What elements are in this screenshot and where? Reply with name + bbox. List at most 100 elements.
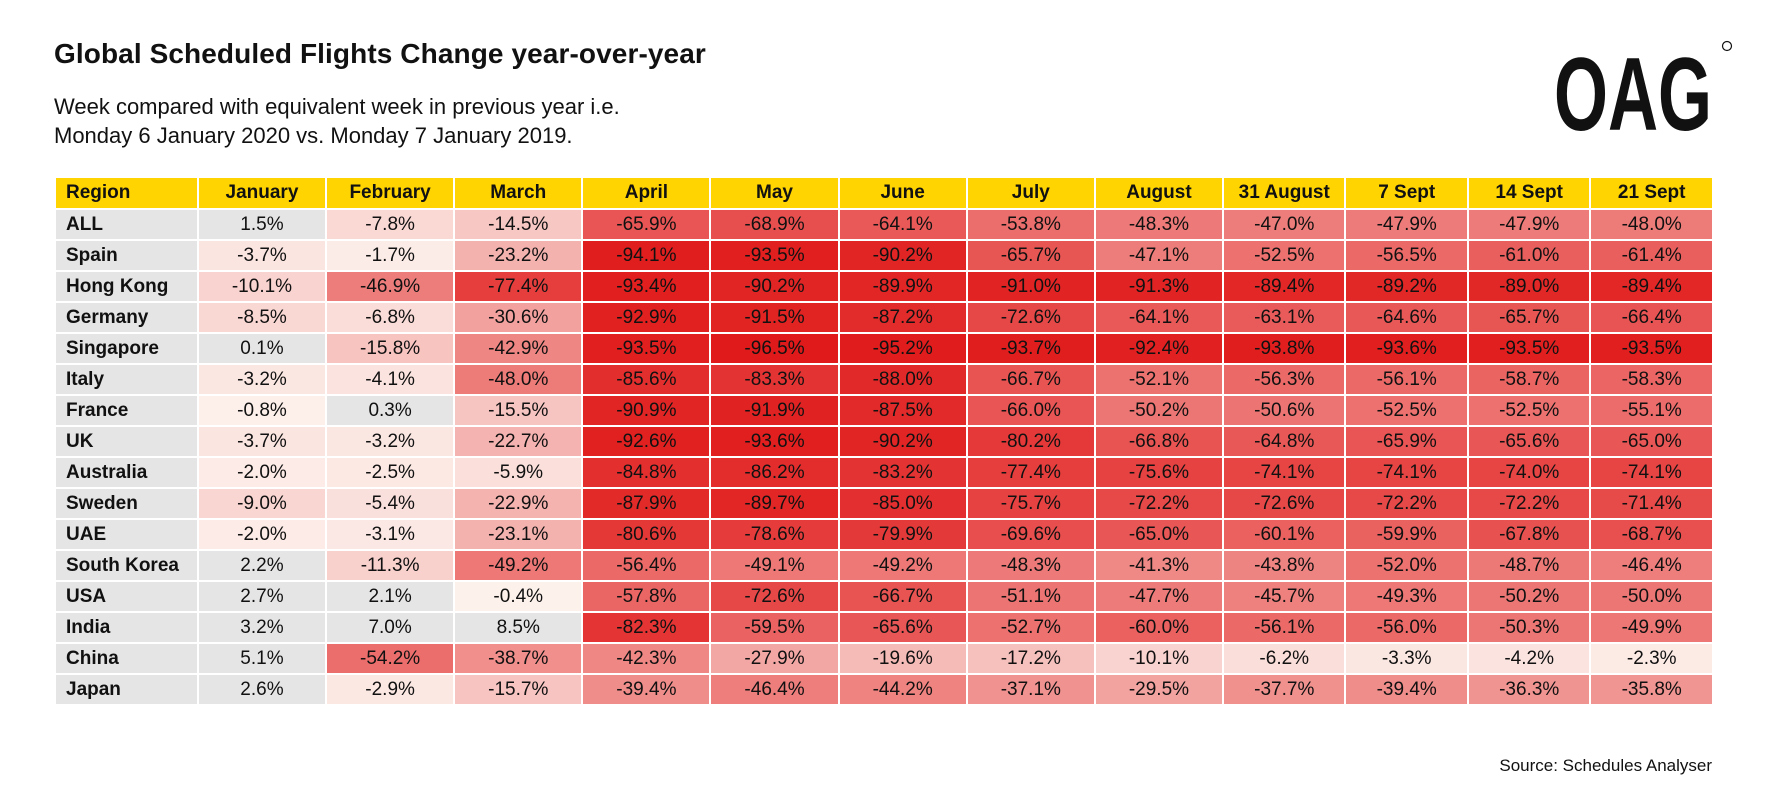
heatmap-cell: -82.3% <box>581 611 712 644</box>
heatmap-cell: 2.2% <box>196 549 328 582</box>
heatmap-cell: -10.1% <box>196 270 328 303</box>
heatmap-cell: -95.2% <box>837 332 968 365</box>
heatmap-cell: -47.7% <box>1093 580 1225 613</box>
heatmap-cell: 0.3% <box>325 394 456 427</box>
heatmap-cell: 0.1% <box>196 332 328 365</box>
header-month: June <box>837 176 968 210</box>
heatmap-cell: -64.1% <box>837 208 968 241</box>
heatmap-cell: -59.5% <box>709 611 840 644</box>
row-region-label: South Korea <box>54 549 199 582</box>
heatmap-cell: -0.8% <box>196 394 328 427</box>
heatmap-cell: -8.5% <box>196 301 328 334</box>
heatmap-cell: -43.8% <box>1222 549 1347 582</box>
row-region-label: UK <box>54 425 199 458</box>
row-region-label: Sweden <box>54 487 199 520</box>
heatmap-cell: -83.2% <box>837 456 968 489</box>
header-month: May <box>709 176 840 210</box>
heatmap-cell: -85.6% <box>581 363 712 396</box>
heatmap-cell: -48.7% <box>1466 549 1592 582</box>
heatmap-cell: -93.5% <box>1589 332 1714 365</box>
heatmap-cell: -5.9% <box>453 456 584 489</box>
heatmap-cell: -58.3% <box>1589 363 1714 396</box>
heatmap-cell: -86.2% <box>709 456 840 489</box>
header-week: 7 Sept <box>1344 176 1469 210</box>
header-month: April <box>581 176 712 210</box>
table-row: France -0.8% 0.3% -15.5% -90.9% -91.9% -87.5% -… <box>54 394 1714 427</box>
heatmap-cell: -64.6% <box>1344 301 1469 334</box>
table-row: Japan 2.6% -2.9% -15.7% -39.4% -46.4% -44.2% -3… <box>54 673 1714 706</box>
header-month: February <box>325 176 456 210</box>
heatmap-cell: -38.7% <box>453 642 584 675</box>
heatmap-cell: -60.1% <box>1222 518 1347 551</box>
header-month: March <box>453 176 584 210</box>
heatmap-cell: -4.1% <box>325 363 456 396</box>
heatmap-cell: -45.7% <box>1222 580 1347 613</box>
heatmap-cell: 5.1% <box>196 642 328 675</box>
heatmap-cell: -9.0% <box>196 487 328 520</box>
heatmap-cell: -67.8% <box>1466 518 1592 551</box>
heatmap-cell: -89.4% <box>1589 270 1714 303</box>
heatmap-cell: -48.3% <box>965 549 1096 582</box>
heatmap-cell: -52.5% <box>1344 394 1469 427</box>
heatmap-cell: -3.7% <box>196 239 328 272</box>
heatmap-cell: -5.4% <box>325 487 456 520</box>
heatmap-cell: -89.9% <box>837 270 968 303</box>
heatmap-cell: -69.6% <box>965 518 1096 551</box>
heatmap-cell: -2.0% <box>196 456 328 489</box>
heatmap-cell: -90.2% <box>837 239 968 272</box>
heatmap-cell: -3.3% <box>1344 642 1469 675</box>
heatmap-cell: -6.2% <box>1222 642 1347 675</box>
heatmap-cell: -87.5% <box>837 394 968 427</box>
heatmap-cell: -36.3% <box>1466 673 1592 706</box>
row-region-label: Germany <box>54 301 199 334</box>
heatmap-cell: -90.2% <box>837 425 968 458</box>
heatmap-cell: -84.8% <box>581 456 712 489</box>
table-row: India 3.2% 7.0% 8.5% -82.3% -59.5% -65.6% -52.7… <box>54 611 1714 644</box>
heatmap-cell: -85.0% <box>837 487 968 520</box>
heatmap-cell: -49.2% <box>837 549 968 582</box>
table-row: Germany -8.5% -6.8% -30.6% -92.9% -91.5% -87.2… <box>54 301 1714 334</box>
table-row: UK -3.7% -3.2% -22.7% -92.6% -93.6% -90.2% -80.… <box>54 425 1714 458</box>
table-row: ALL 1.5% -7.8% -14.5% -65.9% -68.9% -64.1% -53.… <box>54 208 1714 241</box>
heatmap-cell: -47.0% <box>1222 208 1347 241</box>
row-region-label: Spain <box>54 239 199 272</box>
heatmap-cell: -52.7% <box>965 611 1096 644</box>
heatmap-cell: -41.3% <box>1093 549 1225 582</box>
header-row: Region January February March April May … <box>54 176 1714 210</box>
heatmap-cell: -30.6% <box>453 301 584 334</box>
heatmap-cell: -89.0% <box>1466 270 1592 303</box>
heatmap-cell: -60.0% <box>1093 611 1225 644</box>
heatmap-cell: -66.0% <box>965 394 1096 427</box>
heatmap-cell: -93.5% <box>1466 332 1592 365</box>
heatmap-cell: -77.4% <box>965 456 1096 489</box>
heatmap-cell: -37.1% <box>965 673 1096 706</box>
table-row: Italy -3.2% -4.1% -48.0% -85.6% -83.3% -88.0% -… <box>54 363 1714 396</box>
heatmap-cell: -7.8% <box>325 208 456 241</box>
heatmap-cell: -56.1% <box>1222 611 1347 644</box>
heatmap-cell: -6.8% <box>325 301 456 334</box>
heatmap-cell: -75.7% <box>965 487 1096 520</box>
heatmap-cell: -50.2% <box>1093 394 1225 427</box>
heatmap-cell: -50.2% <box>1466 580 1592 613</box>
heatmap-cell: -74.0% <box>1466 456 1592 489</box>
table-row: UAE -2.0% -3.1% -23.1% -80.6% -78.6% -79.9% -69… <box>54 518 1714 551</box>
row-region-label: India <box>54 611 199 644</box>
header-month: January <box>196 176 328 210</box>
heatmap-cell: -42.3% <box>581 642 712 675</box>
subtitle-line-2: Monday 6 January 2020 vs. Monday 7 Janua… <box>54 123 573 148</box>
heatmap-cell: -79.9% <box>837 518 968 551</box>
table-row: China 5.1% -54.2% -38.7% -42.3% -27.9% -19.6% -… <box>54 642 1714 675</box>
source-note: Source: Schedules Analyser <box>1499 756 1712 775</box>
heatmap-cell: -58.7% <box>1466 363 1592 396</box>
heatmap-cell: -93.6% <box>1344 332 1469 365</box>
heatmap-cell: -19.6% <box>837 642 968 675</box>
heatmap-cell: -83.3% <box>709 363 840 396</box>
heatmap-cell: -3.1% <box>325 518 456 551</box>
heatmap-cell: -47.9% <box>1466 208 1592 241</box>
heatmap-cell: -44.2% <box>837 673 968 706</box>
heatmap-cell: -48.3% <box>1093 208 1225 241</box>
row-region-label: China <box>54 642 199 675</box>
heatmap-cell: -72.6% <box>1222 487 1347 520</box>
heatmap-cell: -65.6% <box>837 611 968 644</box>
heatmap-cell: 8.5% <box>453 611 584 644</box>
